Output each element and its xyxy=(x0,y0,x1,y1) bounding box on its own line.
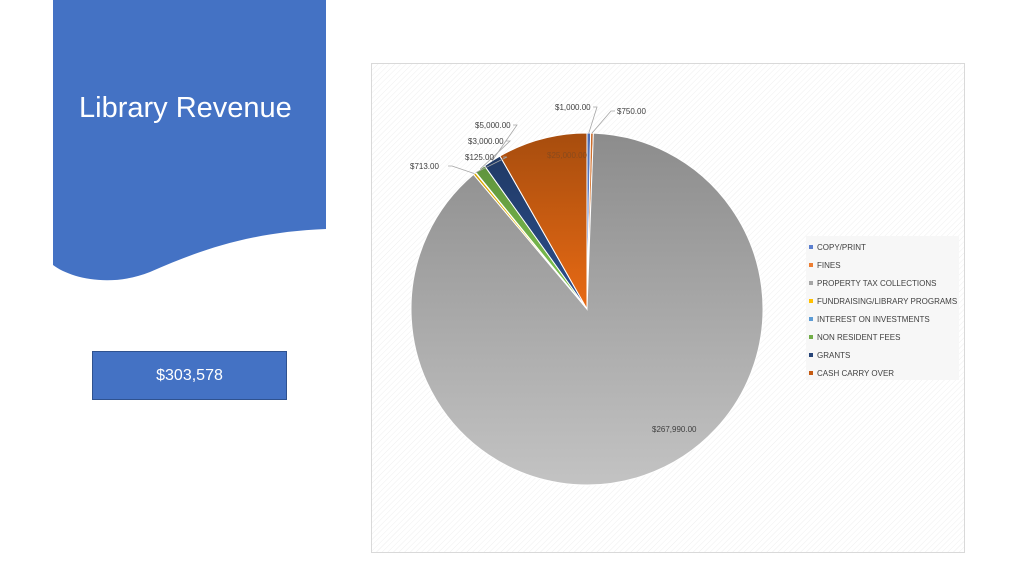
data-label: $750.00 xyxy=(617,107,646,116)
data-label: $1,000.00 xyxy=(555,103,591,112)
total-revenue-value: $303,578 xyxy=(156,366,223,384)
data-label: $267,990.00 xyxy=(652,425,697,434)
leader-line xyxy=(491,124,518,161)
legend-label: FUNDRAISING/LIBRARY PROGRAMS xyxy=(817,296,958,306)
legend-swatch xyxy=(809,299,813,303)
legend-item: GRANTS xyxy=(809,348,850,362)
legend-item: PROPERTY TAX COLLECTIONS xyxy=(809,276,936,290)
legend-swatch xyxy=(809,281,813,285)
leader-line xyxy=(479,140,512,170)
pie-slice-cash-carry-over xyxy=(499,132,588,311)
legend-item: NON RESIDENT FEES xyxy=(809,330,900,344)
legend-item: FINES xyxy=(809,258,841,272)
data-label: $125.00 xyxy=(465,153,494,162)
legend-label: COPY/PRINT xyxy=(817,242,866,252)
chart-legend: COPY/PRINT FINES PROPERTY TAX COLLECTIONS F… xyxy=(806,236,959,380)
data-label: $3,000.00 xyxy=(468,137,504,146)
legend-label: PROPERTY TAX COLLECTIONS xyxy=(817,278,937,288)
leader-line xyxy=(588,106,598,134)
data-label: $25,000.00 xyxy=(547,151,588,160)
slide-title: Library Revenue xyxy=(79,92,292,124)
legend-item: COPY/PRINT xyxy=(809,240,866,254)
data-label: $713.00 xyxy=(410,162,439,171)
legend-label: INTEREST ON INVESTMENTS xyxy=(817,314,930,324)
legend-swatch xyxy=(809,353,813,357)
chart-frame: $1,000.00 $750.00 $267,990.00 $713.00 $125.0… xyxy=(371,63,965,553)
legend-swatch xyxy=(809,371,813,375)
data-label: $5,000.00 xyxy=(475,121,511,130)
legend-swatch xyxy=(809,245,813,249)
legend-item: FUNDRAISING/LIBRARY PROGRAMS xyxy=(809,294,957,308)
legend-item: INTEREST ON INVESTMENTS xyxy=(809,312,930,326)
total-revenue-box: $303,578 xyxy=(92,351,287,400)
legend-item: CASH CARRY OVER xyxy=(809,366,894,380)
leader-line xyxy=(475,156,508,173)
legend-swatch xyxy=(809,317,813,321)
legend-swatch xyxy=(809,263,813,267)
legend-label: GRANTS xyxy=(817,350,851,360)
leader-line xyxy=(448,165,475,174)
legend-label: FINES xyxy=(817,260,841,270)
legend-label: CASH CARRY OVER xyxy=(817,368,895,378)
legend-label: NON RESIDENT FEES xyxy=(817,332,901,342)
leader-line xyxy=(591,110,615,134)
legend-swatch xyxy=(809,335,813,339)
